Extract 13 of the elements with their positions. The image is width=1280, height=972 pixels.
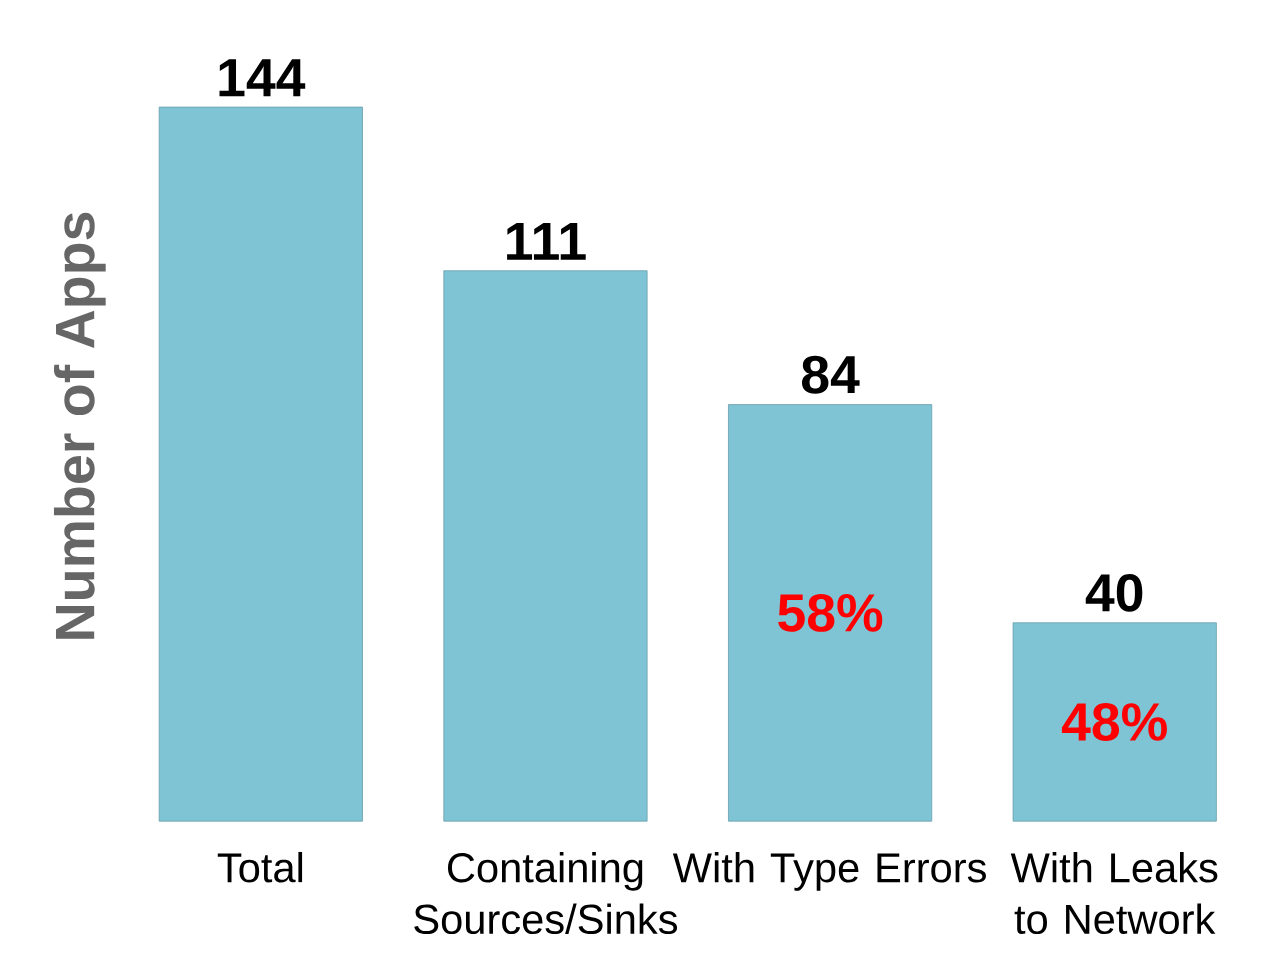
annotation: 48% — [1061, 703, 1167, 741]
y-axis-title: Number of Apps — [53, 212, 106, 639]
data-label: 144 — [219, 59, 306, 97]
data-label: 111 — [507, 222, 586, 260]
data-label: 40 — [1085, 573, 1143, 612]
bar — [158, 106, 363, 822]
annotation: 58% — [778, 593, 883, 632]
data-label: 84 — [802, 355, 860, 394]
bar — [728, 404, 933, 822]
x-tick-label: Total — [217, 852, 303, 883]
bar — [443, 270, 648, 822]
x-tick-label: With Leaks to Network — [1010, 852, 1218, 935]
bar — [1012, 622, 1217, 822]
